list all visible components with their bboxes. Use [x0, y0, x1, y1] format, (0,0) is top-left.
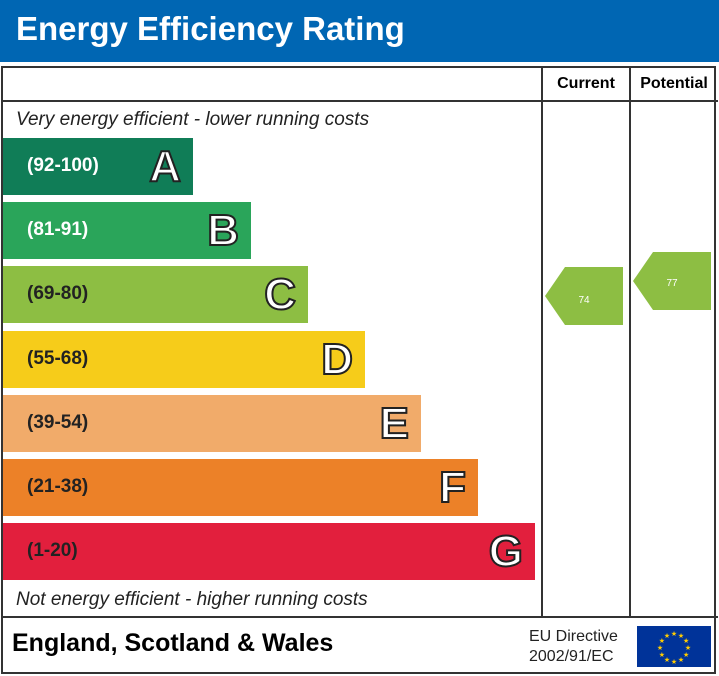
flag-star: ★ — [671, 630, 677, 638]
flag-star: ★ — [657, 644, 663, 652]
directive-line1: EU Directive — [529, 628, 618, 645]
bottom-note: Not energy efficient - higher running co… — [16, 589, 368, 610]
band-range: (39-54) — [27, 411, 89, 433]
band-letter: B — [206, 205, 240, 256]
potential-rating-arrow: 77 — [633, 252, 711, 310]
current-rating-arrow: 74 — [545, 267, 623, 325]
chart-frame — [1, 66, 716, 674]
band-range: (81-91) — [27, 219, 89, 241]
flag-star: ★ — [659, 637, 665, 645]
band-letter: E — [379, 398, 410, 449]
flag-star: ★ — [664, 632, 670, 640]
band-letter: C — [263, 269, 297, 320]
band-range: (69-80) — [27, 283, 89, 305]
band-range: (1-20) — [27, 540, 78, 562]
flag-star: ★ — [685, 644, 691, 652]
band-g: (1-20) G — [3, 523, 535, 581]
region-label: England, Scotland & Wales — [12, 629, 334, 657]
band-d: (55-68) D — [3, 330, 365, 388]
top-note: Very energy efficient - lower running co… — [16, 109, 370, 130]
band-e: (39-54) E — [3, 394, 421, 452]
column-divider — [629, 66, 631, 617]
current-column-header: Current — [557, 75, 615, 92]
potential-column-header: Potential — [640, 75, 708, 92]
footer-divider — [1, 616, 718, 618]
band-range: (21-38) — [27, 476, 89, 497]
header-divider — [1, 100, 718, 102]
band-f: (21-38) F — [3, 459, 478, 516]
flag-star: ★ — [678, 656, 684, 664]
flag-star: ★ — [664, 656, 670, 664]
arrow-shape — [633, 252, 711, 310]
potential-rating-value: 77 — [666, 278, 678, 289]
directive-line2: 2002/91/EC — [529, 648, 614, 665]
flag-star: ★ — [683, 637, 689, 645]
band-letter: F — [438, 462, 467, 513]
flag-star: ★ — [678, 632, 684, 640]
band-letter: G — [488, 526, 524, 577]
band-letter: A — [148, 141, 182, 192]
current-rating-value: 74 — [578, 295, 590, 306]
flag-star: ★ — [671, 658, 677, 666]
flag-star: ★ — [683, 651, 689, 659]
band-a: (92-100) A — [3, 138, 193, 195]
header-bar: Energy Efficiency Rating — [0, 0, 719, 62]
arrow-shape — [545, 267, 623, 325]
eu-flag-icon: ★ ★ ★ ★ ★ ★ ★ ★ ★ ★ ★ ★ — [637, 626, 711, 667]
flag-star: ★ — [659, 651, 665, 659]
band-range: (92-100) — [27, 155, 99, 176]
column-divider — [541, 66, 543, 617]
band-c: (69-80) C — [3, 266, 308, 324]
band-b: (81-91) B — [3, 202, 251, 260]
page-title: Energy Efficiency Rating — [16, 10, 405, 47]
band-letter: D — [320, 334, 354, 385]
band-range: (55-68) — [27, 347, 89, 369]
eu-directive: EU Directive 2002/91/EC — [529, 627, 618, 667]
